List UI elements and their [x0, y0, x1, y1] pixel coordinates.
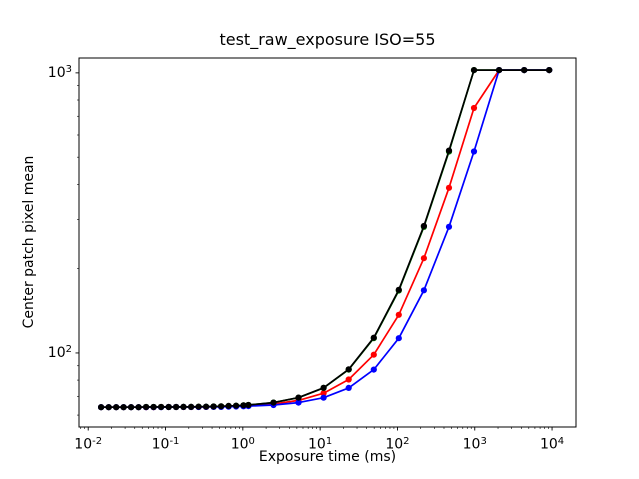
series-Gb-marker — [195, 403, 202, 410]
series-B-marker — [345, 384, 352, 391]
x-tick-label: 100 — [230, 436, 255, 453]
series-Gb-line — [101, 69, 550, 409]
series-B-marker — [320, 394, 327, 401]
series-Gb-marker — [120, 404, 127, 411]
axes-spines — [78, 57, 577, 428]
series-R-marker — [445, 184, 453, 191]
x-tick-label: 103 — [462, 436, 487, 453]
series-Gb-marker — [218, 403, 225, 410]
series-Gb-marker — [240, 402, 247, 409]
x-axis-label: Exposure time (ms) — [258, 449, 397, 465]
series-Gb-marker — [245, 401, 252, 409]
series-Gb-marker — [546, 67, 553, 74]
series-R-marker — [470, 104, 478, 112]
series-Gb-marker — [158, 403, 165, 411]
series-Gb-marker — [180, 403, 187, 410]
series-Gb-marker — [135, 404, 142, 411]
chart-title: test_raw_exposure ISO=55 — [219, 30, 436, 49]
series-Gb-marker — [188, 403, 195, 410]
series-B-marker — [470, 148, 478, 155]
series-Gb-marker — [210, 403, 217, 410]
series-B-marker — [445, 223, 453, 230]
series-Gb-marker — [143, 403, 150, 411]
series-B-marker — [420, 287, 427, 294]
series-Gb-marker — [295, 394, 302, 401]
series-Gb-marker — [470, 67, 478, 74]
series-Gb-marker — [113, 404, 120, 411]
series-R-marker — [420, 255, 427, 262]
y-tick-label: 102 — [47, 344, 72, 361]
x-tick-label: 10-1 — [151, 436, 180, 453]
series-Gb-marker — [203, 403, 210, 410]
series-Gb-marker — [395, 286, 402, 293]
series-B-line — [101, 69, 550, 409]
series-Gb-marker — [370, 334, 377, 341]
series-Gb-marker — [173, 403, 180, 411]
series-Gb-marker — [345, 366, 352, 373]
series-Gb-marker — [420, 222, 427, 230]
series-B-marker — [370, 366, 377, 373]
x-tick-label: 104 — [539, 436, 565, 453]
series-Gb-marker — [270, 399, 277, 406]
series-Gr-line — [101, 69, 550, 409]
series-Gb-marker — [128, 404, 135, 411]
series-R-marker — [345, 376, 352, 383]
series-Gb-marker — [445, 147, 453, 154]
series-R-marker — [395, 311, 402, 318]
series-R-marker — [320, 390, 327, 397]
series-Gb-marker — [225, 402, 232, 409]
series-Gb-marker — [105, 404, 112, 411]
series-Gb-marker — [150, 403, 157, 411]
series-Gb-marker — [98, 404, 105, 411]
x-tick-label: 102 — [385, 436, 410, 453]
y-axis-label: Center patch pixel mean — [21, 155, 37, 329]
x-tick-label: 101 — [308, 436, 333, 453]
series-Gb-marker — [320, 384, 327, 391]
series-R-marker — [370, 351, 377, 358]
y-tick-label: 103 — [47, 64, 72, 81]
series-R-line — [101, 69, 550, 409]
series-B-marker — [295, 399, 302, 406]
series-Gb-marker — [496, 67, 503, 74]
series-Gb-marker — [165, 403, 172, 411]
series-Gb-marker — [233, 402, 240, 409]
x-tick-label: 10-2 — [74, 436, 103, 453]
series-Gb-marker — [521, 67, 528, 74]
series-B-marker — [395, 335, 402, 342]
